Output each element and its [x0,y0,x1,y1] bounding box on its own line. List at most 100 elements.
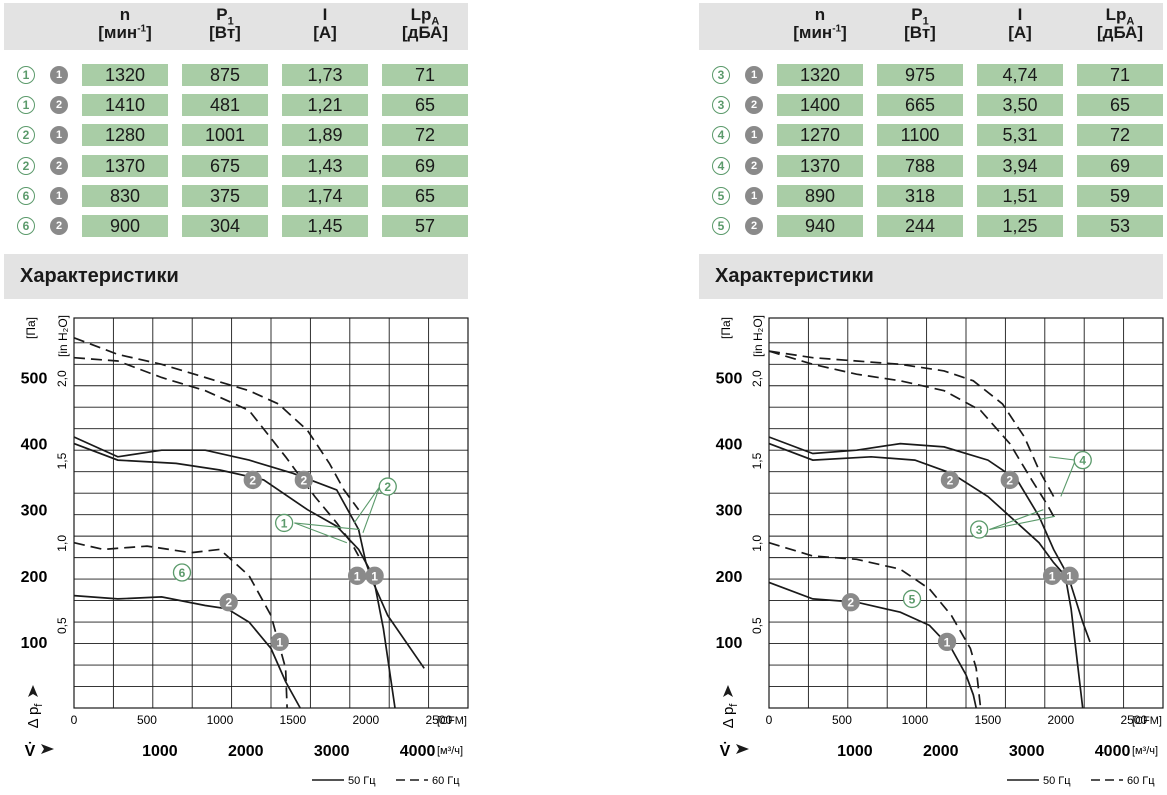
curve-leader-line [294,522,361,531]
column-unit: [A] [1008,23,1032,42]
table-cell-lpa: 65 [382,94,468,117]
column-subscript: A [431,15,440,28]
table-header: n [мин-1] P1 [Вт] I [A] LpA [дБА] [4,3,468,50]
x-unit-m3h: [м³/ч] [1132,745,1158,757]
table-row: 3 2 1400 665 3,50 65 [699,94,1163,117]
column-header: I [A] [977,6,1063,42]
column-subscript: 1 [922,15,929,28]
table-cell-p1: 875 [182,64,268,86]
table-cell-lpa: 65 [382,184,468,207]
table-cell-lpa: 65 [1077,94,1163,117]
column-symbol: Lp [1105,5,1127,24]
table-cell-n: 1270 [777,124,863,147]
y-axis-label: Δ pf [25,703,45,729]
curve-label-marker [274,513,294,533]
operating-point-badge: 2 [745,217,763,235]
x-unit-cfm: [CFM] [437,715,467,727]
x-tick-cfm: 1000 [207,713,234,727]
column-subscript: 1 [227,15,234,28]
column-unit: [дБА] [402,23,448,42]
x-tick-cfm: 2000 [1048,713,1075,727]
y-unit-inh2o: [in H₂O] [751,315,765,357]
curve-number-badge: 4 [712,156,730,175]
operating-point-marker [841,593,860,612]
y-unit-pa: [Па] [24,317,38,339]
series-line-curve-1-50hz [73,442,396,709]
y-tick-pa: 100 [21,635,48,652]
operating-point-marker [243,470,262,490]
table-row: 2 1 1280 1001 1,89 72 [4,124,468,147]
column-unit: [дБА] [1097,23,1143,42]
column-unit: [Вт] [209,23,241,42]
curve-label-marker [1073,450,1092,470]
series-line-curve-6-60hz [73,541,288,709]
y-tick-inh2o: 0,5 [750,617,764,634]
x-unit-cfm: [CFM] [1132,715,1162,727]
table-cell-i: 1,45 [282,215,368,237]
table-cell-n: 1410 [82,94,168,117]
column-unit-exp: -1 [137,23,147,35]
column-header: P1 [Вт] [182,6,268,42]
operating-point-marker [1000,470,1019,490]
column-header: I [A] [282,6,368,42]
table-cell-p1: 244 [877,215,963,237]
y-tick-pa: 500 [21,370,48,387]
y-axis-arrow-icon [28,685,38,697]
table-cell-i: 3,94 [977,154,1063,177]
series-line-curve-3-50hz [768,442,1084,709]
column-symbol: n [814,5,826,24]
x-axis-label: V̇ [720,742,731,760]
table-cell-lpa: 57 [382,215,468,237]
operating-point-marker [937,632,957,652]
y-tick-pa: 200 [21,569,48,586]
table-cell-i: 3,50 [977,94,1063,117]
table-row: 1 2 1410 481 1,21 65 [4,94,468,117]
curve-number-badge: 2 [17,126,35,145]
operating-point-badge: 1 [50,186,68,205]
curve-number-badge: 3 [712,66,730,84]
operating-point-label: 2 [847,596,854,610]
table-row: 1 1 1320 875 1,73 71 [4,64,468,86]
performance-chart: 100 200 300 400 500 0,5 1,0 1,5 2,0 [Па] [in H₂O] Δ… [21,315,469,787]
table-cell-n: 1320 [777,64,863,86]
column-unit-exp: -1 [832,23,842,35]
y-unit-pa: [Па] [719,317,733,339]
operating-point-label: 2 [300,473,307,487]
y-axis-subscript: f [728,703,740,707]
section-title: Характеристики [715,265,874,287]
table-cell-p1: 665 [877,94,963,117]
curve-number-badge: 3 [712,96,730,115]
y-tick-inh2o: 1,5 [55,452,69,469]
y-axis-symbol: Δ p [720,707,737,729]
operating-point-label: 2 [225,596,232,610]
table-cell-lpa: 69 [1077,154,1163,177]
legend-50hz: 50 Гц [1043,775,1071,787]
table-cell-lpa: 71 [1077,64,1163,86]
table-row: 4 1 1270 1100 5,31 72 [699,124,1163,147]
table-row: 2 2 1370 675 1,43 69 [4,154,468,177]
series-line-curve-6-50hz [73,594,301,709]
table-cell-lpa: 69 [382,154,468,177]
x-axis-arrow-icon [41,744,54,754]
table-cell-lpa: 53 [1077,215,1163,237]
operating-point-marker [940,470,960,490]
table-cell-i: 5,31 [977,124,1063,147]
x-axis-arrow-icon [736,744,749,754]
table-row: 6 2 900 304 1,45 57 [4,215,468,237]
x-tick-cfm: 2500 [425,713,452,727]
table-cell-p1: 481 [182,94,268,117]
x-tick-cfm: 1000 [902,713,929,727]
operating-point-label: 1 [944,635,951,649]
column-unit-close: ] [146,23,152,42]
column-header: n [мин-1] [777,6,863,42]
table-cell-n: 1370 [82,154,168,177]
table-cell-n: 1280 [82,124,168,147]
x-tick-cfm: 500 [137,713,157,727]
curve-number-badge: 1 [17,96,35,115]
operating-point-label: 2 [947,473,954,487]
x-tick-m3h: 4000 [1095,743,1131,760]
section-header: Характеристики [699,254,1163,299]
x-tick-m3h: 3000 [1009,743,1045,760]
x-tick-cfm: 2000 [353,713,380,727]
y-tick-pa: 400 [21,437,48,454]
